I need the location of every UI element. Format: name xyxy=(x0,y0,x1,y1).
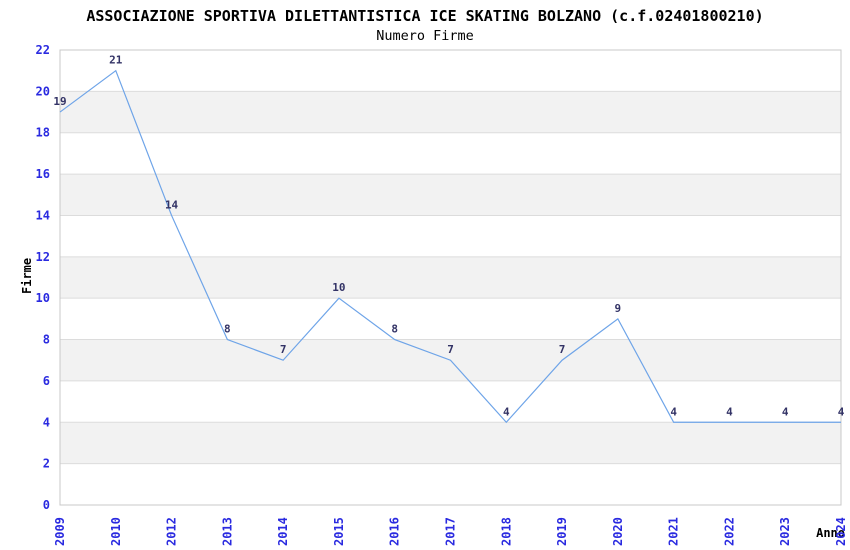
point-label: 4 xyxy=(782,405,789,418)
band-stripe xyxy=(60,91,841,133)
y-tick-label: 22 xyxy=(36,43,50,57)
point-label: 10 xyxy=(332,281,345,294)
point-label: 4 xyxy=(838,405,845,418)
point-label: 4 xyxy=(726,405,733,418)
y-tick-label: 20 xyxy=(36,84,50,98)
y-tick-label: 8 xyxy=(43,333,50,347)
chart-subtitle: Numero Firme xyxy=(376,28,474,44)
x-tick-label: 2014 xyxy=(276,517,290,546)
point-label: 19 xyxy=(53,95,66,108)
y-tick-label: 12 xyxy=(36,250,50,264)
point-label: 4 xyxy=(670,405,677,418)
point-label: 7 xyxy=(447,343,454,356)
y-tick-label: 18 xyxy=(36,126,50,140)
x-tick-label: 2009 xyxy=(53,517,67,546)
y-tick-label: 6 xyxy=(43,374,50,388)
x-tick-label: 2013 xyxy=(220,517,234,546)
point-label: 9 xyxy=(615,302,622,315)
y-tick-label: 0 xyxy=(43,498,50,512)
y-tick-label: 10 xyxy=(36,291,50,305)
point-label: 21 xyxy=(109,54,123,67)
chart-title: ASSOCIAZIONE SPORTIVA DILETTANTISTICA IC… xyxy=(86,7,764,25)
x-tick-label: 2012 xyxy=(165,517,179,546)
y-tick-label: 4 xyxy=(43,415,50,429)
y-tick-label: 16 xyxy=(36,167,50,181)
point-label: 4 xyxy=(503,405,510,418)
point-label: 14 xyxy=(165,198,179,211)
x-tick-label: 2020 xyxy=(611,517,625,546)
x-tick-label: 2021 xyxy=(667,517,681,546)
point-label: 8 xyxy=(391,323,398,336)
band-stripe xyxy=(60,174,841,216)
point-label: 8 xyxy=(224,323,231,336)
band-stripe xyxy=(60,422,841,464)
y-tick-label: 14 xyxy=(36,208,50,222)
data-line xyxy=(59,69,841,424)
x-tick-label: 2016 xyxy=(388,517,402,546)
x-tick-label: 2018 xyxy=(499,517,513,546)
point-label: 7 xyxy=(559,343,566,356)
band-stripe xyxy=(60,256,841,299)
x-tick-label: 2017 xyxy=(444,517,458,546)
x-tick-label: 2023 xyxy=(778,517,792,546)
x-tick-label: 2019 xyxy=(555,517,569,546)
plot-frame xyxy=(59,49,842,506)
x-axis-title: Anno xyxy=(816,526,845,540)
x-tick-label: 2015 xyxy=(332,517,346,546)
y-tick-label: 2 xyxy=(43,457,50,471)
x-tick-label: 2022 xyxy=(722,517,736,546)
x-tick-label: 2010 xyxy=(109,517,123,546)
x-tick-label: 2024 xyxy=(834,517,848,546)
point-label: 7 xyxy=(280,343,287,356)
